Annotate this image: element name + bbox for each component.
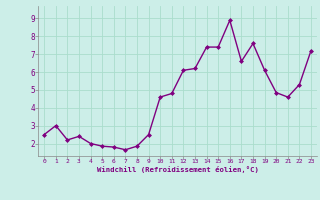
X-axis label: Windchill (Refroidissement éolien,°C): Windchill (Refroidissement éolien,°C) <box>97 166 259 173</box>
